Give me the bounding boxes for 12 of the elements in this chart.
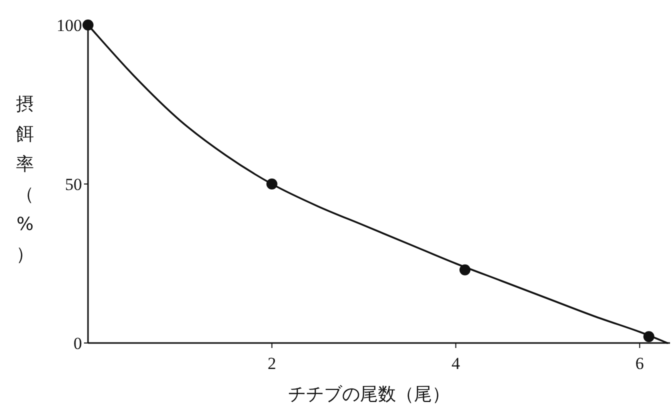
ylabel: 摂餌率（%） [16,94,34,265]
point [82,20,94,30]
x-tick-label: 4 [452,354,461,373]
y-tick-label: 100 [56,16,82,35]
point [459,264,470,276]
point [643,331,654,342]
y-tick-label: 50 [65,175,82,194]
x-axis-title: チチブの尾数（尾） [288,384,450,405]
x-tick-label: 2 [268,354,276,373]
y-tick-label: 0 [74,334,82,353]
x-tick-label: 6 [635,354,644,373]
point [266,178,278,190]
